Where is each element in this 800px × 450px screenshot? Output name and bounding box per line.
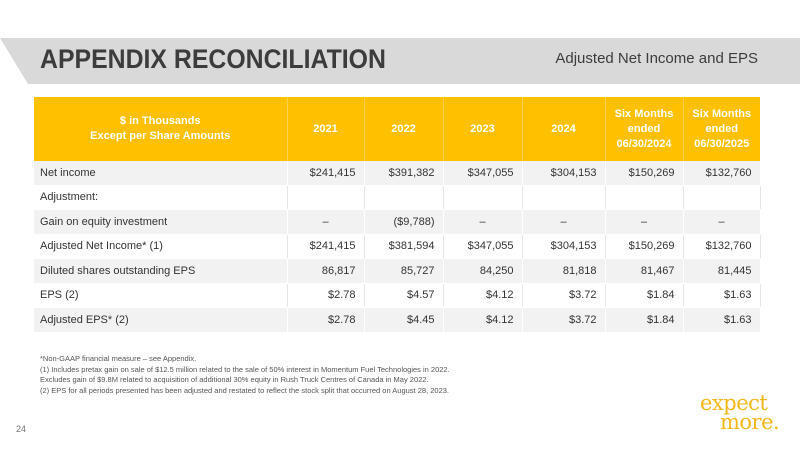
table-cell: 81,467: [605, 258, 684, 284]
header-label-line-1: $ in Thousands: [119, 115, 201, 127]
table-cell: $1.84: [605, 307, 684, 333]
table-cell: [287, 185, 365, 210]
logo-line-1: expect: [700, 391, 768, 415]
column-header-text: 2021: [313, 122, 338, 135]
column-header-line: 06/30/2024: [616, 137, 672, 150]
table-cell: 86,817: [287, 258, 365, 284]
column-header-2022: 2022: [364, 97, 444, 161]
table-cell: $241,415: [287, 161, 365, 186]
table-cell: –: [605, 209, 684, 235]
table-cell: [683, 185, 761, 210]
column-header-line: 06/30/2025: [694, 137, 750, 150]
page-subtitle: Adjusted Net Income and EPS: [555, 50, 758, 67]
table-row-gain-on-equity: Gain on equity investment – ($9,788) – –…: [34, 209, 761, 235]
table-cell: $3.72: [522, 307, 606, 333]
table-cell: $3.72: [522, 283, 606, 308]
table-cell: 85,727: [364, 258, 444, 284]
table-cell: $4.12: [443, 283, 523, 308]
table-cell: [522, 185, 606, 210]
column-header-2023: 2023: [443, 97, 523, 161]
page-number: 24: [16, 424, 27, 434]
column-header-line: Six Months: [692, 107, 752, 120]
column-header-text: 2023: [470, 122, 495, 135]
table-row-adjusted-net-income: Adjusted Net Income* (1) $241,415 $381,5…: [34, 233, 761, 259]
table-cell: $132,760: [683, 161, 761, 186]
column-header-2024: 2024: [522, 97, 606, 161]
table-cell: $1.63: [683, 283, 761, 308]
table-cell: $2.78: [287, 307, 365, 333]
table-cell: 81,818: [522, 258, 606, 284]
column-header-six-months-2024: Six Months ended 06/30/2024: [605, 97, 684, 161]
table-cell: $132,760: [683, 233, 761, 259]
footnote: Excludes gain of $9.8M related to acquis…: [40, 375, 429, 384]
table-cell: $381,594: [364, 233, 444, 259]
table-row-adjustment: Adjustment:: [34, 185, 761, 210]
page-title: APPENDIX RECONCILIATION: [40, 44, 386, 74]
row-label: Gain on equity investment: [34, 209, 288, 235]
row-label: Adjusted EPS* (2): [34, 307, 288, 333]
title-band-shape: [0, 38, 800, 84]
table-cell: $4.45: [364, 307, 444, 333]
table-cell: 84,250: [443, 258, 523, 284]
table-cell: $391,382: [364, 161, 444, 186]
table-cell: $150,269: [605, 233, 684, 259]
column-header-2021: 2021: [287, 97, 365, 161]
row-label: Net income: [34, 161, 288, 186]
reconciliation-table: $ in Thousands Except per Share Amounts …: [34, 97, 761, 333]
table-cell: $4.12: [443, 307, 523, 333]
table-cell: $241,415: [287, 233, 365, 259]
column-header-text: 2024: [551, 122, 576, 135]
table-cell: [605, 185, 684, 210]
table-cell: 81,445: [683, 258, 761, 284]
table-cell: ($9,788): [364, 209, 444, 235]
brand-logo: expect more.: [700, 391, 780, 434]
column-header-line: Six Months: [614, 107, 674, 120]
footnote: (1) Includes pretax gain on sale of $12.…: [40, 364, 450, 374]
table-cell: –: [522, 209, 606, 235]
table-cell: [443, 185, 523, 210]
table-cell: $304,153: [522, 233, 606, 259]
row-label: Adjusted Net Income* (1): [34, 233, 288, 259]
table-cell: –: [683, 209, 761, 235]
row-label: Adjustment:: [34, 185, 288, 210]
header-label-cell: $ in Thousands Except per Share Amounts: [34, 97, 288, 161]
footnote: *Non-GAAP financial measure – see Append…: [40, 354, 197, 363]
table-cell: $347,055: [443, 161, 523, 186]
table-cell: –: [443, 209, 523, 235]
column-header-six-months-2025: Six Months ended 06/30/2025: [683, 97, 760, 161]
footnote: (2) EPS for all periods presented has be…: [40, 385, 449, 395]
table-cell: $1.63: [683, 307, 761, 333]
table-cell: $2.78: [287, 283, 365, 308]
table-cell: $347,055: [443, 233, 523, 259]
table-row-eps: EPS (2) $2.78 $4.57 $4.12 $3.72 $1.84 $1…: [34, 283, 761, 308]
column-header-line: ended: [627, 122, 661, 135]
table-header-row: $ in Thousands Except per Share Amounts …: [34, 97, 760, 161]
table-cell: $1.84: [605, 283, 684, 308]
table-row-diluted-shares: Diluted shares outstanding EPS 86,817 85…: [34, 258, 761, 284]
table-cell: $304,153: [522, 161, 606, 186]
table-cell: [364, 185, 444, 210]
column-header-line: ended: [705, 122, 738, 135]
table-row-net-income: Net income $241,415 $391,382 $347,055 $3…: [34, 161, 761, 186]
header-label-line-2: Except per Share Amounts: [90, 130, 231, 142]
table-cell: –: [287, 209, 365, 235]
table-cell: $150,269: [605, 161, 684, 186]
footnotes: *Non-GAAP financial measure – see Append…: [40, 354, 450, 396]
row-label: Diluted shares outstanding EPS: [34, 258, 288, 284]
row-label: EPS (2): [34, 283, 288, 308]
logo-line-2: more.: [720, 410, 780, 434]
table-row-adjusted-eps: Adjusted EPS* (2) $2.78 $4.45 $4.12 $3.7…: [34, 307, 761, 333]
title-band: [0, 38, 800, 84]
table-cell: $4.57: [364, 283, 444, 308]
column-header-text: 2022: [391, 122, 416, 135]
